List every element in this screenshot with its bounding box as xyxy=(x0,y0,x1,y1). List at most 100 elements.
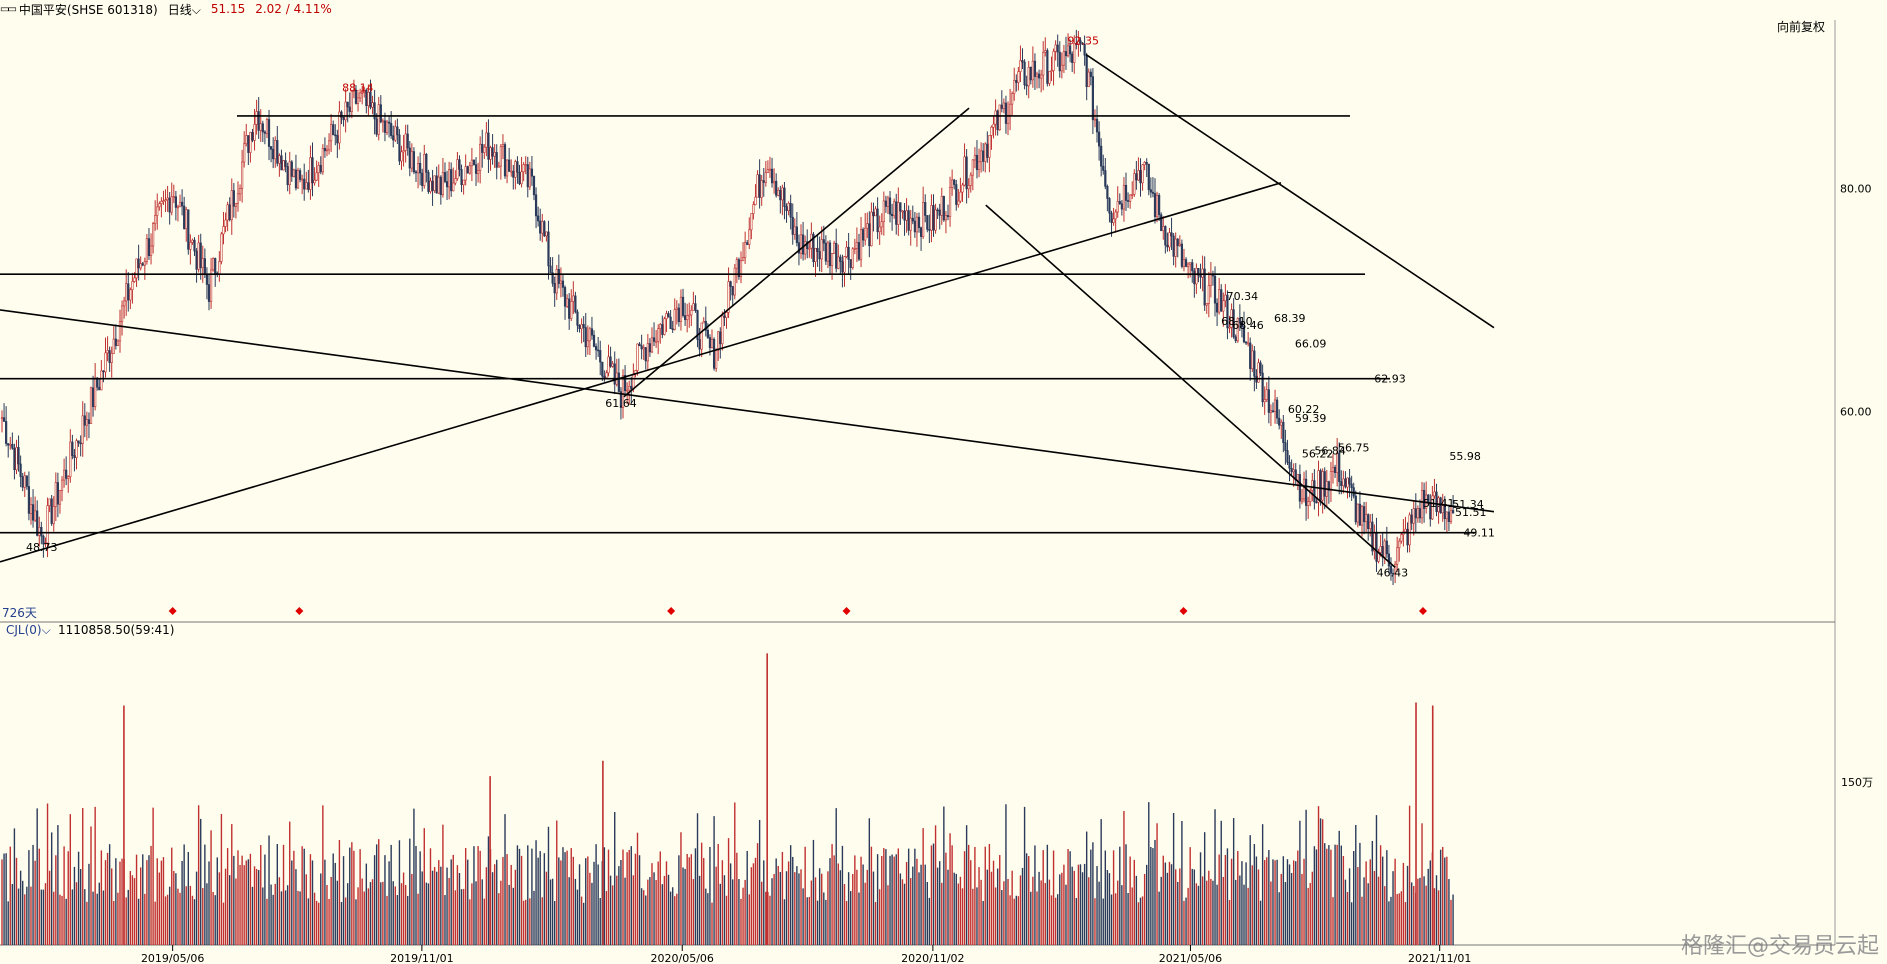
candle-body xyxy=(574,295,577,313)
price-annotation: 56.75 xyxy=(1338,442,1370,455)
candle-body xyxy=(1147,163,1150,190)
candle-body xyxy=(1228,326,1231,329)
candle-body xyxy=(675,307,678,310)
candle-body xyxy=(1259,362,1262,374)
candle-body xyxy=(537,215,540,222)
candle-body xyxy=(60,479,64,491)
candle-body xyxy=(443,172,447,182)
candle-body xyxy=(1441,505,1444,514)
adjust-button[interactable]: 向前复权 xyxy=(1777,20,1826,34)
candle-body xyxy=(379,104,382,123)
candle-body xyxy=(396,126,399,136)
candle-body xyxy=(170,196,173,213)
candle-body xyxy=(534,194,538,217)
candle-body xyxy=(1290,467,1293,473)
candle-body xyxy=(1071,53,1074,63)
signal-marker xyxy=(1418,607,1427,615)
candle-body xyxy=(330,124,333,142)
candle-body xyxy=(1104,170,1107,187)
candle-body xyxy=(708,337,712,349)
price-annotation: 60.22 xyxy=(1288,403,1320,416)
candle-body xyxy=(655,340,658,343)
candle-body xyxy=(1365,514,1368,522)
candle-body xyxy=(44,542,47,545)
candle-body xyxy=(1120,203,1123,210)
watermark: 格隆汇@交易员云起 xyxy=(1680,934,1879,959)
candle-body xyxy=(1209,274,1212,286)
candle-body xyxy=(903,210,906,221)
candle-body xyxy=(1184,259,1188,267)
candle-body xyxy=(1129,194,1132,202)
candle-body xyxy=(750,213,753,231)
candle-body xyxy=(1197,268,1200,276)
candle-body xyxy=(686,315,689,321)
candle-body xyxy=(922,202,925,237)
candle-body xyxy=(797,242,801,254)
candle-body xyxy=(1418,508,1422,519)
candle-body xyxy=(421,172,424,186)
candle-body xyxy=(710,338,714,349)
candle-body xyxy=(727,281,730,313)
candle-body xyxy=(168,197,171,213)
candle-body xyxy=(1350,483,1353,488)
candle-body xyxy=(671,328,674,331)
candle-body xyxy=(1108,198,1111,214)
candle-body xyxy=(303,178,306,190)
candle-body xyxy=(1100,145,1103,167)
candle-body xyxy=(690,309,693,316)
candle-body xyxy=(795,226,798,243)
candle-body xyxy=(503,144,507,177)
panel-toggle-icon[interactable]: ▭▭ xyxy=(0,3,17,15)
candle-body xyxy=(1273,399,1277,412)
candle-body xyxy=(746,242,749,245)
candle-body xyxy=(414,171,418,174)
candle-body xyxy=(1408,514,1411,546)
price-annotation: 51.41 xyxy=(1423,497,1455,510)
period-selector[interactable]: 日线⌵ xyxy=(167,2,201,17)
candle-body xyxy=(826,242,830,262)
candle-body xyxy=(944,215,948,221)
candle-body xyxy=(994,110,997,125)
candle-body xyxy=(1429,501,1432,520)
candle-body xyxy=(582,324,585,328)
candle-body xyxy=(485,132,488,148)
candle-body xyxy=(367,91,370,107)
candle-body xyxy=(1058,51,1061,72)
candle-body xyxy=(323,148,327,152)
candle-body xyxy=(669,316,672,330)
candle-body xyxy=(704,320,707,331)
price-annotation: 48.73 xyxy=(26,541,58,554)
candle-body xyxy=(688,314,691,317)
candle-body xyxy=(739,260,743,278)
candle-body xyxy=(54,482,57,507)
candle-body xyxy=(342,116,345,121)
candle-body xyxy=(1317,470,1320,503)
candle-body xyxy=(340,111,343,118)
candle-body xyxy=(789,203,792,218)
candle-body xyxy=(174,196,177,208)
candle-body xyxy=(741,257,745,262)
candle-body xyxy=(164,199,167,201)
candle-body xyxy=(284,160,287,167)
candle-body xyxy=(1311,480,1314,491)
candle-body xyxy=(551,272,554,284)
candle-body xyxy=(394,126,397,141)
candle-body xyxy=(986,143,989,158)
candle-body xyxy=(280,155,283,171)
candle-body xyxy=(839,256,842,262)
candle-body xyxy=(758,174,761,198)
candle-body xyxy=(570,301,573,319)
candle-body xyxy=(1133,173,1136,195)
volume-indicator[interactable]: CJL(0)⌵ xyxy=(6,623,51,637)
candle-body xyxy=(977,161,981,171)
candle-body xyxy=(1079,40,1082,44)
candle-body xyxy=(909,217,912,231)
candle-body xyxy=(427,172,430,192)
time-tick-label: 2021/11/01 xyxy=(1408,952,1471,964)
candle-body xyxy=(1269,410,1273,413)
candle-body xyxy=(392,135,395,141)
candle-body xyxy=(1050,70,1053,72)
candle-body xyxy=(801,234,805,255)
price-annotation: 70.34 xyxy=(1227,290,1259,303)
candle-body xyxy=(1178,243,1181,247)
